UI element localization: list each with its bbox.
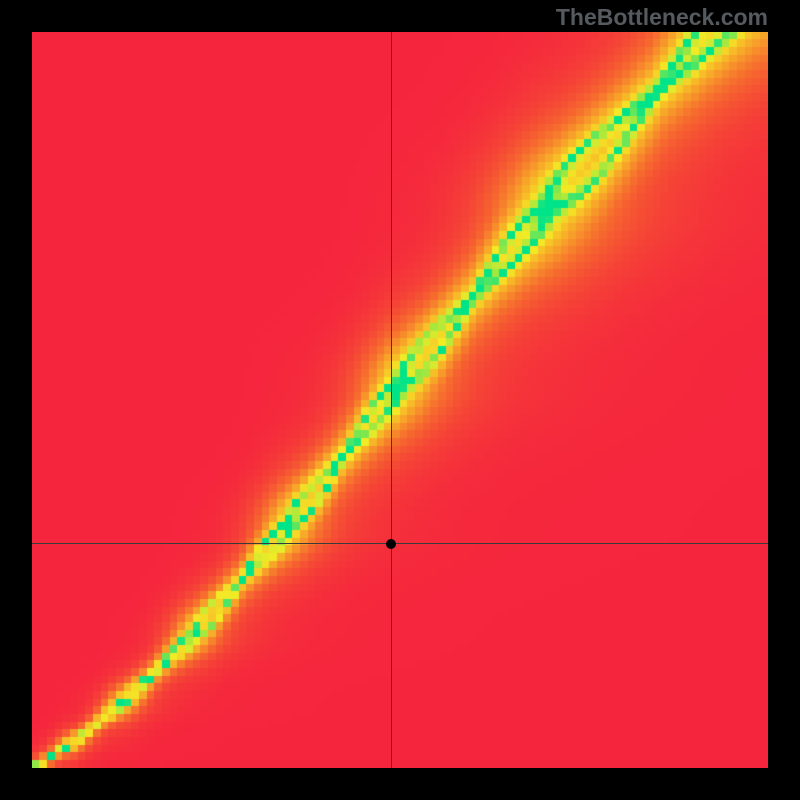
crosshair-vertical [391, 32, 392, 768]
target-dot [386, 539, 396, 549]
attribution-text: TheBottleneck.com [556, 4, 768, 31]
crosshair-horizontal [32, 543, 768, 544]
plot-area [32, 32, 768, 768]
heatmap-canvas [32, 32, 768, 768]
